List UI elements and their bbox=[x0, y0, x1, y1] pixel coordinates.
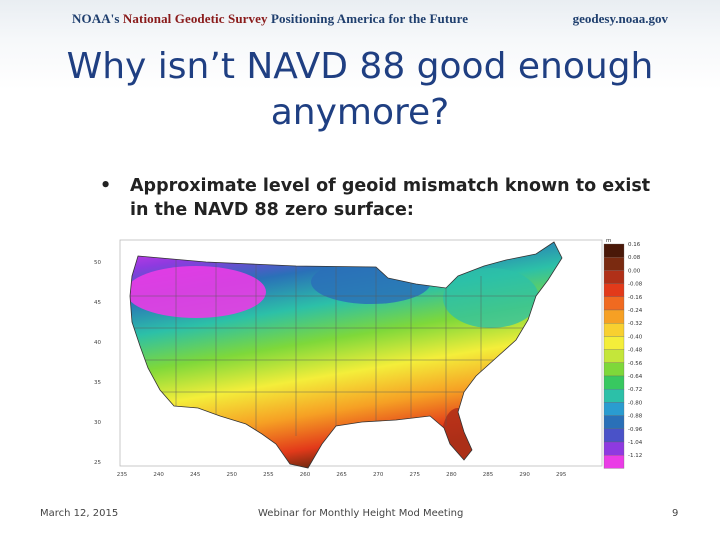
legend-swatch bbox=[603, 296, 625, 311]
us-outline bbox=[129, 241, 563, 469]
legend-value-label: -1.12 bbox=[628, 453, 642, 459]
legend-swatch bbox=[603, 349, 625, 363]
longitude-tick-label: 280 bbox=[446, 472, 457, 478]
longitude-tick-label: 240 bbox=[153, 472, 164, 478]
latitude-tick-label: 25 bbox=[94, 460, 101, 466]
latitude-tick-label: 35 bbox=[94, 380, 101, 386]
legend-swatch bbox=[603, 455, 625, 469]
legend-unit: m bbox=[606, 238, 611, 244]
longitude-tick-label: 255 bbox=[263, 472, 274, 478]
bullet-text: Approximate level of geoid mismatch know… bbox=[130, 176, 651, 220]
legend-value-label: -0.64 bbox=[628, 374, 643, 380]
bullet-item: • Approximate level of geoid mismatch kn… bbox=[100, 174, 660, 222]
org-noaa: NOAA's bbox=[72, 11, 120, 26]
longitude-tick-label: 290 bbox=[519, 472, 530, 478]
latitude-tick-label: 30 bbox=[94, 420, 101, 426]
longitude-tick-label: 285 bbox=[483, 472, 494, 478]
slide-title-line1: Why isn’t NAVD 88 good enough bbox=[66, 46, 654, 87]
longitude-tick-label: 295 bbox=[556, 472, 567, 478]
longitude-tick-label: 275 bbox=[410, 472, 421, 478]
longitude-tick-label: 250 bbox=[227, 472, 238, 478]
legend-swatch bbox=[603, 323, 625, 337]
legend-swatch bbox=[603, 336, 625, 350]
legend-swatch bbox=[603, 402, 625, 416]
legend-value-label: -1.04 bbox=[628, 440, 643, 446]
legend-swatch bbox=[603, 415, 625, 429]
legend-value-label: -0.88 bbox=[628, 414, 643, 420]
longitude-tick-label: 270 bbox=[373, 472, 384, 478]
org-banner: NOAA's National Geodetic Survey Position… bbox=[72, 11, 468, 27]
slide-title: Why isn’t NAVD 88 good enough anymore? bbox=[0, 44, 720, 136]
legend-value-label: -0.16 bbox=[628, 295, 643, 301]
longitude-tick-label: 245 bbox=[190, 472, 201, 478]
longitude-tick-label: 235 bbox=[117, 472, 128, 478]
legend-value-label: -0.08 bbox=[628, 282, 643, 288]
bullet-dot-icon: • bbox=[100, 176, 112, 196]
legend-value-label: -0.72 bbox=[628, 387, 642, 393]
legend-value-label: 0.08 bbox=[628, 255, 641, 261]
latitude-tick-label: 45 bbox=[94, 300, 101, 306]
legend-value-label: -0.48 bbox=[628, 348, 643, 354]
legend-swatch bbox=[603, 243, 625, 258]
legend-value-label: -0.96 bbox=[628, 427, 643, 433]
legend-swatch bbox=[603, 362, 625, 377]
header-bar: NOAA's National Geodetic Survey Position… bbox=[0, 0, 720, 36]
legend-swatch bbox=[603, 375, 625, 390]
longitude-tick-label: 265 bbox=[336, 472, 347, 478]
longitude-axis: 235 240 245 250 255 260 265 270 275 280 285 290 295 bbox=[117, 472, 567, 478]
legend-swatch bbox=[603, 441, 625, 456]
latitude-tick-label: 40 bbox=[94, 340, 101, 346]
legend-swatch bbox=[603, 428, 625, 443]
geoid-mismatch-map: 50 45 40 35 30 25 235 240 245 250 255 260 265 270 275… bbox=[94, 238, 643, 478]
legend-swatch bbox=[603, 270, 625, 284]
org-ngs: National Geodetic Survey bbox=[122, 11, 268, 26]
legend-value-label: 0.16 bbox=[628, 242, 641, 248]
footer-date: March 12, 2015 bbox=[40, 508, 119, 519]
legend-swatch bbox=[603, 283, 625, 297]
legend-value-label: -0.32 bbox=[628, 321, 642, 327]
legend-value-label: -0.80 bbox=[628, 400, 643, 406]
footer-page-number: 9 bbox=[672, 508, 679, 519]
org-tagline: Positioning America for the Future bbox=[270, 11, 469, 26]
legend-swatch bbox=[603, 389, 625, 403]
legend-value-label: -0.24 bbox=[628, 308, 643, 314]
legend-value-label: -0.56 bbox=[628, 361, 643, 367]
legend-value-label: -0.40 bbox=[628, 334, 643, 340]
slide-title-line2: anymore? bbox=[270, 92, 450, 133]
color-legend: m 0.16 0.08 0.00 -0.08 -0.16 -0.24 -0.32 -0.40 -… bbox=[603, 238, 643, 469]
website-link[interactable]: geodesy.noaa.gov bbox=[572, 11, 668, 26]
legend-swatch bbox=[603, 309, 625, 324]
legend-swatch bbox=[603, 257, 625, 271]
footer-event: Webinar for Monthly Height Mod Meeting bbox=[258, 508, 464, 519]
latitude-tick-label: 50 bbox=[94, 260, 101, 266]
latitude-axis: 50 45 40 35 30 25 bbox=[94, 260, 101, 466]
legend-value-label: 0.00 bbox=[628, 268, 641, 274]
longitude-tick-label: 260 bbox=[300, 472, 311, 478]
